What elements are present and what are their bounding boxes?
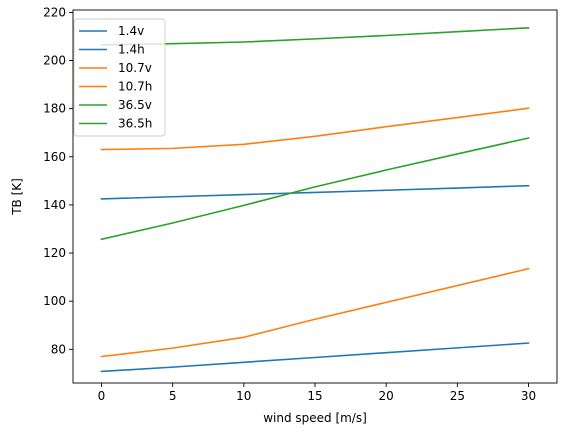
series-line-10.7v <box>100 267 530 358</box>
y-axis-label: TB [K] <box>10 178 24 216</box>
y-axis-ticks: 80 100 120 140 160 180 200 220 <box>43 5 73 356</box>
y-tick-label: 80 <box>51 342 66 356</box>
legend-entry: 10.7v <box>118 61 152 75</box>
series-line-36.5v <box>100 137 530 241</box>
x-axis-label: wind speed [m/s] <box>263 411 367 425</box>
x-tick-label: 15 <box>307 389 322 403</box>
legend-entry: 36.5v <box>118 98 152 112</box>
x-axis-ticks: 0 5 10 15 20 25 30 <box>98 383 536 403</box>
y-tick-label: 140 <box>43 198 66 212</box>
series-line-10.7h <box>100 107 530 151</box>
x-tick-label: 10 <box>236 389 251 403</box>
x-tick-label: 5 <box>169 389 177 403</box>
y-tick-label: 220 <box>43 5 66 19</box>
series-line-36.5h <box>100 26 530 46</box>
legend-entry: 1.4v <box>118 24 144 38</box>
legend-box <box>73 18 166 137</box>
y-tick-label: 100 <box>43 294 66 308</box>
legend-entry: 1.4h <box>118 43 145 57</box>
legend-entry: 36.5h <box>118 117 152 131</box>
y-tick-label: 120 <box>43 246 66 260</box>
series-line-1.4h <box>100 342 530 373</box>
y-tick-label: 160 <box>43 150 66 164</box>
y-tick-label: 200 <box>43 54 66 68</box>
y-tick-label: 180 <box>43 102 66 116</box>
x-tick-label: 25 <box>450 389 465 403</box>
x-tick-label: 0 <box>98 389 106 403</box>
x-tick-label: 20 <box>379 389 394 403</box>
series-lines <box>100 26 530 373</box>
legend: 1.4v 1.4h 10.7v 10.7h 36.5v 36.5h <box>73 18 166 137</box>
x-tick-label: 30 <box>521 389 536 403</box>
legend-entry: 10.7h <box>118 80 152 94</box>
series-line-1.4v <box>100 184 530 200</box>
